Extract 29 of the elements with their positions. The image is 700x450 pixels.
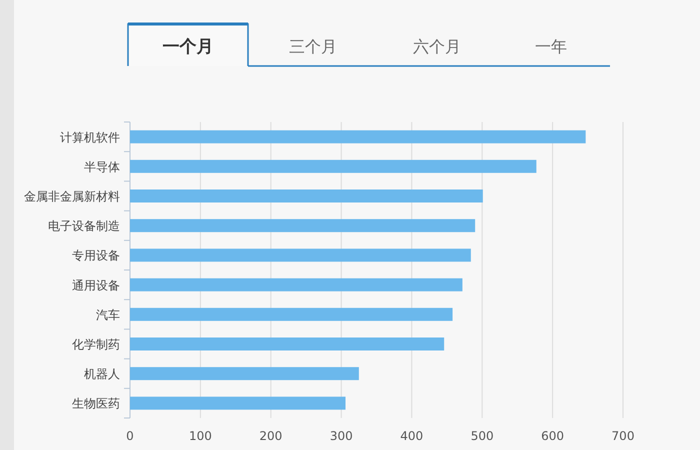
- y-tick-label: 专用设备: [72, 248, 120, 263]
- bar: [130, 308, 453, 321]
- y-tick-label: 化学制药: [72, 338, 120, 352]
- tabs: 一个月 三个月 六个月 一年: [127, 22, 610, 67]
- y-tick-label: 金属非金属新材料: [24, 190, 120, 204]
- x-tick-label: 300: [330, 429, 353, 443]
- bar: [130, 190, 483, 202]
- y-tick-label: 计算机软件: [60, 130, 120, 144]
- y-tick-label: 通用设备: [72, 278, 120, 292]
- x-tick-label: 100: [188, 429, 212, 443]
- bar: [130, 367, 359, 380]
- x-tick-label: 700: [612, 429, 634, 443]
- y-tick-label: 电子设备制造: [48, 219, 120, 234]
- y-tick-label: 汽车: [96, 308, 120, 322]
- bar: [130, 130, 586, 144]
- bar: [130, 338, 444, 350]
- x-tick-label: 500: [470, 429, 494, 443]
- x-tick-label: 600: [541, 429, 564, 443]
- bar: [130, 160, 536, 173]
- bar: [130, 219, 476, 232]
- y-tick-label: 机器人: [84, 367, 120, 382]
- bar: [130, 396, 346, 410]
- x-tick-label: 400: [400, 429, 424, 443]
- bar: [130, 278, 462, 292]
- x-tick-label: 200: [259, 429, 282, 443]
- bar: [130, 248, 471, 262]
- x-tick-label: 0: [126, 429, 134, 443]
- y-tick-label: 半导体: [84, 160, 120, 174]
- y-tick-label: 生物医药: [72, 396, 120, 411]
